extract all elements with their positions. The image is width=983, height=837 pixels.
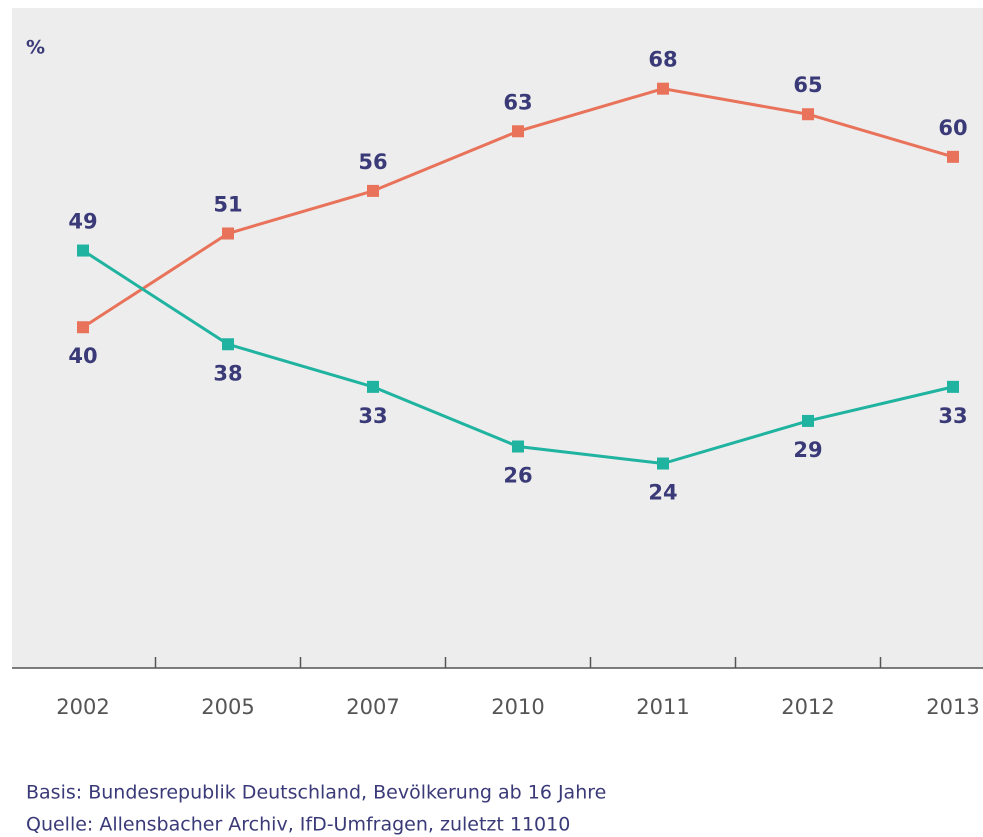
x-tick-label: 2010 — [491, 695, 544, 719]
y-axis-label: % — [26, 37, 45, 59]
value-label: 56 — [358, 150, 387, 174]
marker — [367, 184, 379, 197]
value-label: 49 — [68, 210, 97, 234]
marker — [222, 227, 234, 240]
value-label: 26 — [503, 463, 532, 487]
value-label: 33 — [358, 404, 387, 428]
plot-area — [12, 8, 983, 668]
marker — [802, 108, 814, 121]
marker — [77, 321, 89, 334]
x-tick-label: 2012 — [781, 695, 834, 719]
value-label: 60 — [938, 116, 967, 140]
x-tick-label: 2002 — [56, 695, 109, 719]
marker — [657, 82, 669, 95]
marker — [222, 338, 234, 351]
value-label: 33 — [938, 404, 967, 428]
marker — [512, 440, 524, 453]
x-tick-label: 2013 — [926, 695, 979, 719]
value-label: 38 — [213, 361, 242, 385]
marker — [77, 244, 89, 257]
marker — [947, 150, 959, 163]
value-label: 40 — [68, 344, 97, 368]
value-label: 65 — [793, 73, 822, 97]
value-label: 29 — [793, 438, 822, 462]
x-tick-label: 2011 — [636, 695, 689, 719]
x-tick-label: 2005 — [201, 695, 254, 719]
marker — [367, 380, 379, 393]
x-tick-label: 2007 — [346, 695, 399, 719]
marker — [512, 125, 524, 138]
marker — [947, 380, 959, 393]
marker — [802, 414, 814, 427]
note: Basis: Bundesrepublik Deutschland, Bevöl… — [26, 782, 606, 804]
value-label: 68 — [648, 48, 677, 72]
value-label: 63 — [503, 90, 532, 114]
value-label: 51 — [213, 193, 242, 217]
note: Quelle: Allensbacher Archiv, IfD-Umfrage… — [26, 814, 570, 836]
value-label: 24 — [648, 481, 677, 505]
marker — [657, 457, 669, 470]
